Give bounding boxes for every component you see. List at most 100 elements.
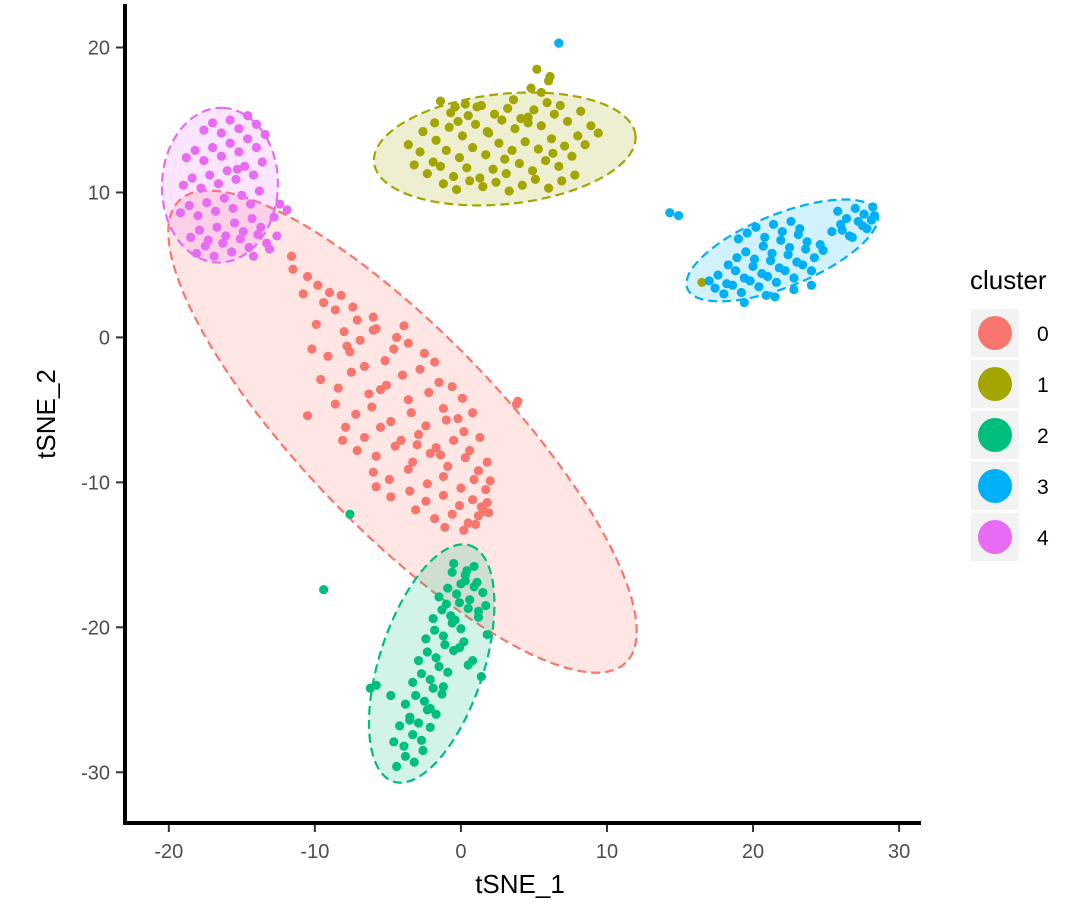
- cluster-3-point: [745, 276, 755, 286]
- cluster-1-point: [453, 116, 463, 127]
- cluster-0-point: [375, 422, 386, 432]
- cluster-4-point: [246, 199, 256, 209]
- cluster-2-point: [478, 587, 488, 598]
- cluster-3-point: [736, 287, 746, 298]
- cluster-1-point: [510, 124, 520, 134]
- cluster-2-point: [400, 751, 411, 761]
- cluster-0-point: [411, 505, 421, 515]
- legend-label-3: 3: [1037, 476, 1049, 499]
- cluster-0-point: [352, 315, 362, 325]
- cluster-2-point: [413, 656, 424, 666]
- cluster-1-point: [576, 106, 586, 116]
- cluster-3-point: [771, 277, 782, 287]
- cluster-0-point: [438, 490, 448, 500]
- cluster-1-point: [529, 105, 539, 115]
- cluster-0-point: [375, 384, 386, 395]
- cluster-2-point: [386, 690, 396, 701]
- cluster-0-point: [473, 511, 484, 521]
- cluster-4-point: [196, 183, 206, 193]
- cluster-2-point: [392, 761, 402, 772]
- cluster-4-point: [222, 166, 232, 176]
- cluster-2-point: [434, 661, 444, 672]
- cluster-1-point: [494, 138, 504, 148]
- cluster-1-point: [430, 118, 440, 128]
- cluster-4-point: [225, 138, 235, 148]
- cluster-0-point: [441, 415, 451, 425]
- cluster-0-point: [302, 271, 313, 282]
- cluster-4-point: [235, 234, 245, 244]
- cluster-3-point: [776, 235, 786, 245]
- cluster-1-point: [482, 126, 492, 137]
- cluster-3-point: [850, 203, 860, 213]
- cluster-4-point: [229, 218, 240, 228]
- cluster-3-point: [554, 38, 564, 48]
- cluster-0-point: [389, 344, 399, 354]
- cluster-1-point: [586, 121, 596, 131]
- x-tick-label: 10: [596, 841, 618, 863]
- cluster-0-point: [440, 522, 450, 532]
- cluster-0-point: [465, 445, 475, 456]
- cluster-1-point: [431, 135, 441, 145]
- cluster-2-point: [408, 677, 418, 687]
- cluster-0-point: [447, 382, 457, 392]
- x-axis-ticks: -20 -10 0 10 20 30: [154, 825, 910, 863]
- cluster-4-point: [248, 170, 259, 180]
- cluster-4-point: [208, 142, 218, 153]
- cluster-1-point: [503, 103, 513, 113]
- cluster-3-point: [732, 253, 742, 263]
- cluster-1-point: [517, 180, 527, 190]
- cluster-0-point: [330, 305, 340, 315]
- cluster-1-point: [500, 154, 510, 164]
- cluster-0-point: [459, 525, 469, 535]
- cluster-0-point: [421, 496, 431, 506]
- y-tick-label: -20: [81, 617, 110, 639]
- cluster-0-point: [456, 483, 466, 493]
- cluster-0-point: [302, 411, 313, 421]
- cluster-0-point: [484, 508, 494, 518]
- cluster-1-point: [409, 160, 419, 170]
- cluster-2-point: [465, 595, 475, 605]
- cluster-3-point: [749, 254, 760, 264]
- cluster-2-point: [438, 631, 448, 641]
- cluster-0-point: [430, 357, 440, 367]
- cluster-0-point: [403, 338, 413, 348]
- cluster-2-point: [394, 721, 405, 731]
- cluster-1-point: [543, 76, 554, 86]
- cluster-2-point: [425, 674, 435, 685]
- cluster-0-point: [340, 422, 351, 432]
- cluster-ellipses: [160, 91, 880, 784]
- cluster-4-point: [251, 119, 262, 129]
- cluster-4-point: [191, 248, 202, 258]
- cluster-2-point: [447, 567, 457, 577]
- cluster-1-point: [560, 141, 570, 151]
- cluster-0-point: [403, 395, 413, 405]
- cluster-4-point: [218, 238, 228, 248]
- cluster-0-point: [425, 448, 435, 458]
- cluster-3-point: [748, 261, 758, 271]
- cluster-0-point: [323, 351, 333, 361]
- cluster-0-point: [457, 393, 467, 403]
- cluster-0-point: [470, 519, 481, 529]
- cluster-0-point: [367, 402, 377, 412]
- cluster-0-point: [463, 518, 473, 528]
- cluster-4-point: [194, 225, 205, 235]
- cluster-2-point: [469, 561, 479, 572]
- cluster-1-point: [527, 166, 538, 176]
- cluster-0-point: [364, 389, 374, 399]
- cluster-0-point: [330, 399, 340, 409]
- cluster-2-point: [463, 603, 473, 614]
- cluster-2-point: [462, 566, 472, 576]
- cluster-3-point: [866, 215, 876, 225]
- cluster-4-point: [237, 190, 247, 200]
- cluster-3-point: [833, 206, 843, 216]
- cluster-4-point: [256, 222, 266, 232]
- cluster-3-point: [857, 221, 868, 231]
- cluster-2-point: [416, 735, 427, 745]
- cluster-4-point: [232, 164, 243, 174]
- cluster-0-point: [288, 264, 298, 274]
- cluster-0-point: [431, 442, 441, 453]
- legend-label-0: 0: [1037, 323, 1049, 346]
- cluster-1-point: [504, 186, 514, 196]
- cluster-4-point: [253, 229, 263, 240]
- cluster-1-point: [454, 153, 465, 163]
